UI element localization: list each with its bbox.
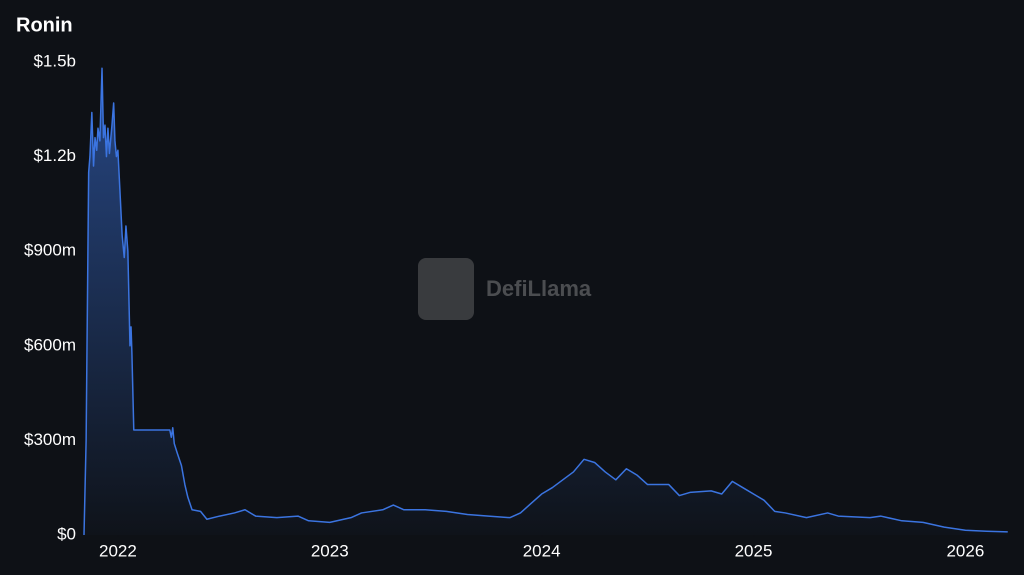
x-tick-label: 2023 — [311, 541, 349, 560]
area-fill — [84, 68, 1008, 535]
y-tick-label: $600m — [24, 335, 76, 354]
watermark-logo — [418, 258, 474, 320]
y-tick-label: $900m — [24, 241, 76, 260]
y-tick-label: $1.2b — [33, 146, 76, 165]
y-tick-label: $300m — [24, 430, 76, 449]
watermark-text: DefiLlama — [486, 276, 592, 301]
y-tick-label: $0 — [57, 524, 76, 543]
x-tick-label: 2026 — [946, 541, 984, 560]
y-tick-label: $1.5b — [33, 51, 76, 70]
x-tick-label: 2022 — [99, 541, 137, 560]
chart-title: Ronin — [16, 14, 73, 36]
x-tick-label: 2025 — [735, 541, 773, 560]
x-tick-label: 2024 — [523, 541, 561, 560]
line — [83, 67, 1008, 536]
watermark: DefiLlama — [418, 258, 592, 320]
plot-area: $0 $300m $600m $900m $1.2b $1.5b 2022 2023 2024 2… — [24, 51, 1008, 560]
